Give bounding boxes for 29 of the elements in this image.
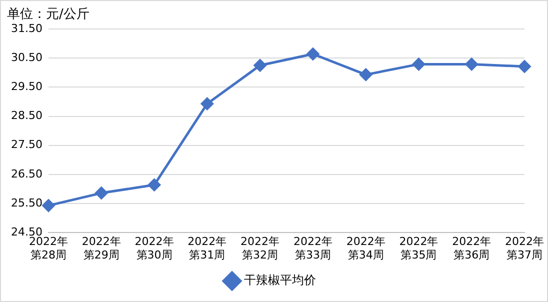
y-tick-label: 31.50 (10, 22, 42, 35)
point (465, 58, 478, 70)
point (254, 59, 266, 72)
x-tick-label: 2022年第35周 (399, 235, 438, 262)
point (306, 48, 320, 60)
x-tick-label: 2022年第28周 (28, 235, 68, 262)
y-tick-label: 26.50 (10, 167, 42, 180)
y-tick-label: 30.50 (10, 50, 42, 64)
x-tick-label: 2022年第34周 (346, 235, 386, 262)
point (360, 68, 372, 81)
point (148, 178, 161, 192)
point (200, 98, 214, 110)
x-tick-label: 2022年第31周 (188, 235, 227, 262)
point (518, 60, 531, 73)
legend-label: 干辣椒平均价 (244, 273, 316, 288)
x-tick-label: 2022年第29周 (82, 235, 121, 262)
y-tick-label: 29.50 (10, 80, 42, 94)
x-tick-label: 2022年第37周 (505, 235, 544, 262)
y-axis-title: 单位：元/公斤 (7, 6, 90, 23)
x-tick-label: 2022年第33周 (293, 235, 332, 262)
point (95, 186, 108, 200)
y-tick-label: 27.50 (10, 138, 42, 152)
point (42, 199, 55, 212)
y-tick-label: 28.50 (10, 109, 42, 122)
x-tick-label: 2022年第36周 (452, 235, 492, 262)
y-tick-label: 25.50 (10, 196, 42, 210)
x-tick-label: 2022年第30周 (134, 235, 174, 262)
x-tick-label: 2022年第32周 (240, 235, 280, 262)
point (412, 58, 425, 70)
